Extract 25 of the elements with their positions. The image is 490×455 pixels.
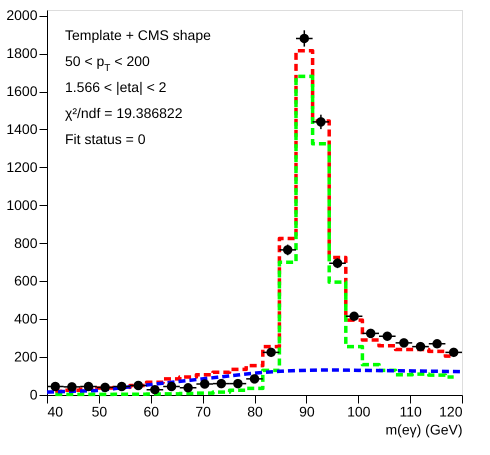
y-tick-label: 1800 bbox=[6, 45, 38, 62]
y-tick-label: 600 bbox=[14, 272, 38, 289]
y-tick-label: 2000 bbox=[6, 7, 38, 24]
y-tick-label: 1000 bbox=[6, 196, 38, 213]
x-tick-label: 60 bbox=[143, 404, 160, 420]
x-axis-title: m(eγ) (GeV) bbox=[386, 422, 462, 438]
annotation: Template + CMS shape bbox=[65, 27, 212, 43]
annotation: Fit status = 0 bbox=[65, 131, 146, 147]
x-tick-label: 50 bbox=[92, 404, 108, 420]
y-tick-label: 200 bbox=[14, 348, 38, 365]
x-tick-label: 100 bbox=[347, 404, 371, 420]
y-tick-label: 800 bbox=[14, 234, 38, 251]
x-tick-label: 40 bbox=[48, 404, 64, 420]
x-tick-label: 120 bbox=[439, 404, 463, 420]
x-tick-label: 110 bbox=[399, 404, 422, 420]
y-tick-label: 400 bbox=[14, 310, 38, 327]
y-tick-label: 1600 bbox=[6, 83, 38, 100]
x-tick-label: 70 bbox=[195, 404, 212, 420]
annotation: χ²/ndf = 19.386822 bbox=[65, 105, 183, 121]
x-tick-label: 90 bbox=[299, 404, 315, 420]
y-tick-label: 1400 bbox=[6, 120, 38, 137]
y-tick-label: 0 bbox=[30, 386, 38, 402]
annotation: 1.566 < |eta| < 2 bbox=[65, 79, 167, 95]
x-tick-label: 80 bbox=[247, 404, 263, 420]
y-tick-label: 1200 bbox=[6, 158, 38, 175]
